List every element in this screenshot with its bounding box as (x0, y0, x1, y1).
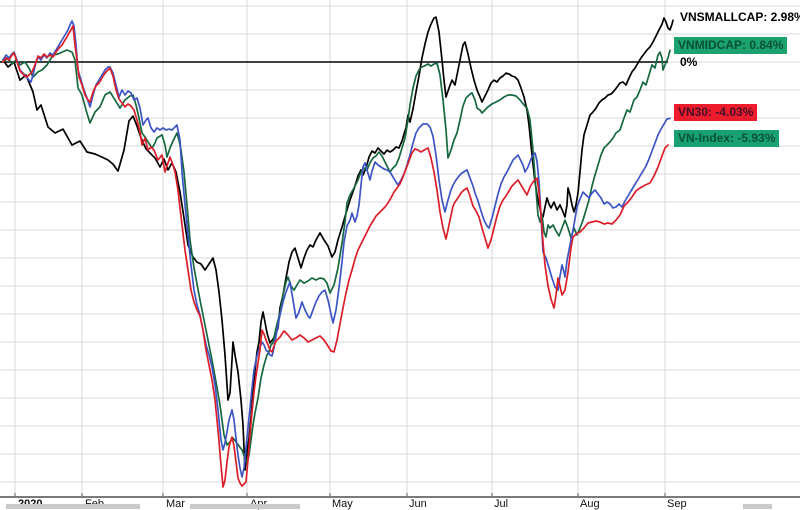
series-line-vn30 (2, 20, 671, 478)
series-end-label-vnindex: VN-Index: -5.93% (674, 130, 780, 147)
x-axis-label-aug: Aug (580, 498, 600, 510)
bottom-strip-fragment (190, 504, 300, 509)
bottom-strip-fragment (6, 504, 140, 509)
x-axis-label-sep: Sep (667, 498, 687, 510)
x-axis-label-jul: Jul (494, 498, 509, 510)
x-axis-label-jun: Jun (409, 498, 427, 510)
x-axis-label-may: May (332, 498, 353, 510)
series-end-label-vnsmallcap: VNSMALLCAP: 2.98% (676, 9, 800, 26)
series-end-label-vnmidcap: VNMIDCAP: 0.84% (674, 37, 788, 54)
bottom-strip-fragment (743, 504, 772, 509)
series-line-vn-index (2, 25, 669, 488)
zero-percent-label: 0% (680, 55, 698, 69)
x-axis-label-mar: Mar (166, 498, 185, 510)
series-end-label-vn30: VN30: -4.03% (674, 104, 758, 121)
